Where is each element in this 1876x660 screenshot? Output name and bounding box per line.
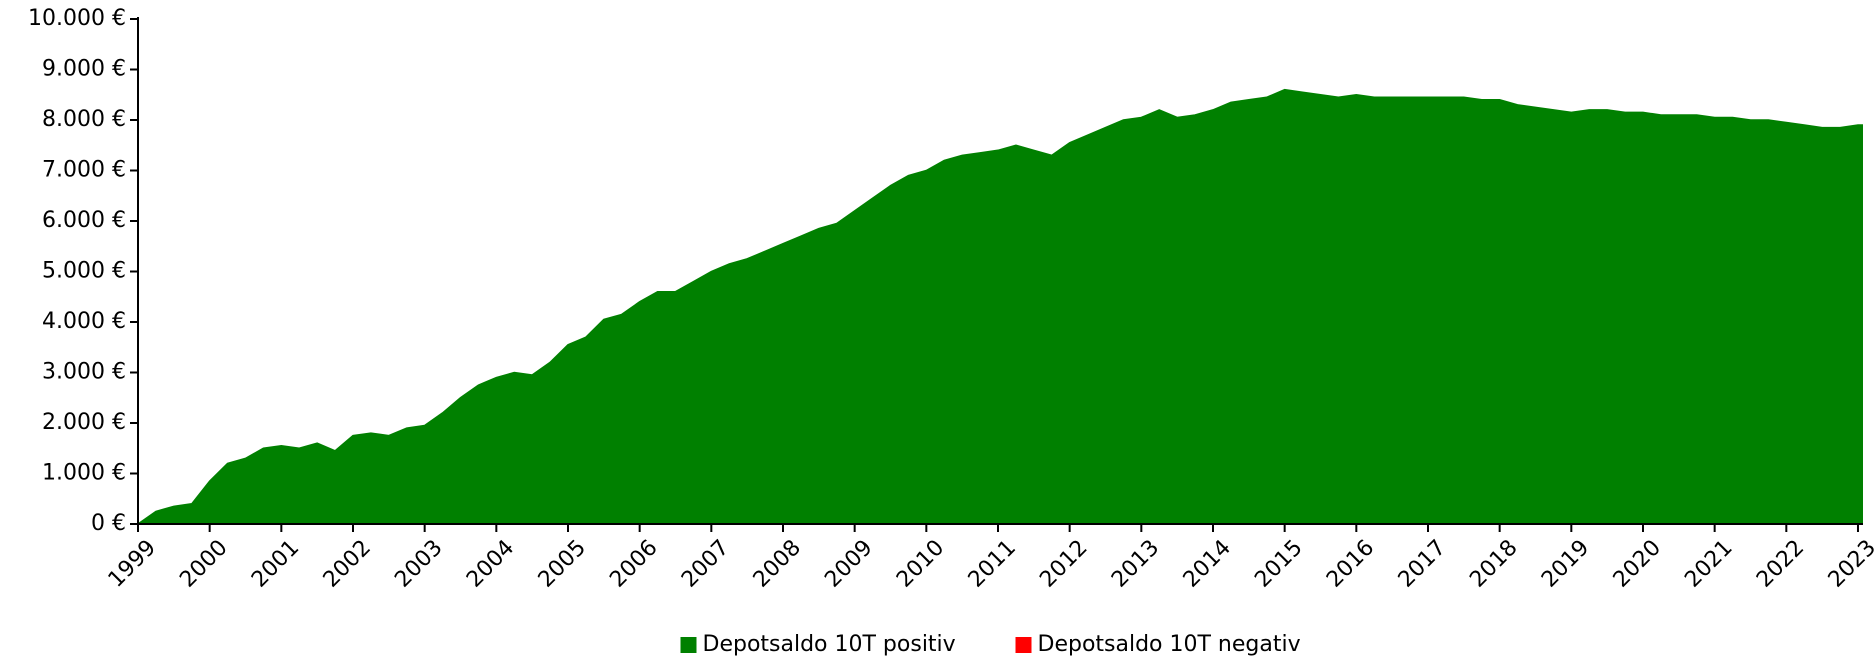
x-tick-label: 2010	[892, 535, 949, 592]
y-tick-label: 8.000 €	[42, 107, 126, 132]
x-tick-label: 2002	[319, 535, 376, 592]
x-tick-label: 2008	[749, 535, 806, 592]
x-tick-label: 2023	[1824, 535, 1876, 592]
legend-swatch	[680, 637, 697, 653]
x-tick-label: 2015	[1250, 535, 1307, 592]
y-tick-label: 2.000 €	[42, 410, 126, 435]
x-tick-label: 2018	[1465, 535, 1522, 592]
legend-swatch	[1015, 637, 1032, 653]
x-tick-label: 2020	[1609, 535, 1666, 592]
x-tick-label: 2000	[175, 535, 232, 592]
area-fill	[138, 89, 1863, 524]
y-tick-label: 5.000 €	[42, 259, 126, 284]
y-tick-label: 10.000 €	[28, 6, 126, 31]
x-tick-label: 2003	[390, 535, 447, 592]
y-tick-label: 9.000 €	[42, 57, 126, 82]
x-tick-label: 2009	[820, 535, 877, 592]
legend-label: Depotsaldo 10T positiv	[703, 632, 956, 657]
x-tick-label: 2013	[1107, 535, 1164, 592]
x-tick-label: 2001	[247, 535, 304, 592]
x-tick-label: 2022	[1752, 535, 1809, 592]
y-tick-label: 0 €	[91, 511, 126, 536]
legend-label: Depotsaldo 10T negativ	[1038, 632, 1301, 657]
y-tick-label: 6.000 €	[42, 208, 126, 233]
y-tick-label: 7.000 €	[42, 158, 126, 183]
x-tick-label: 2004	[462, 535, 519, 592]
x-tick-label: 2011	[964, 535, 1021, 592]
x-tick-label: 2014	[1179, 535, 1236, 592]
x-tick-label: 2019	[1537, 535, 1594, 592]
x-tick-label: 2017	[1394, 535, 1451, 592]
x-tick-label: 2005	[534, 535, 591, 592]
x-tick-label: 2016	[1322, 535, 1379, 592]
x-tick-label: 1999	[104, 535, 161, 592]
x-tick-label: 2012	[1035, 535, 1092, 592]
y-tick-label: 1.000 €	[42, 461, 126, 486]
x-tick-label: 2007	[677, 535, 734, 592]
area-line	[137, 88, 1863, 525]
x-tick-label: 2006	[605, 535, 662, 592]
y-tick-label: 3.000 €	[42, 360, 126, 385]
y-tick-label: 4.000 €	[42, 309, 126, 334]
x-tick-label: 2021	[1680, 535, 1737, 592]
